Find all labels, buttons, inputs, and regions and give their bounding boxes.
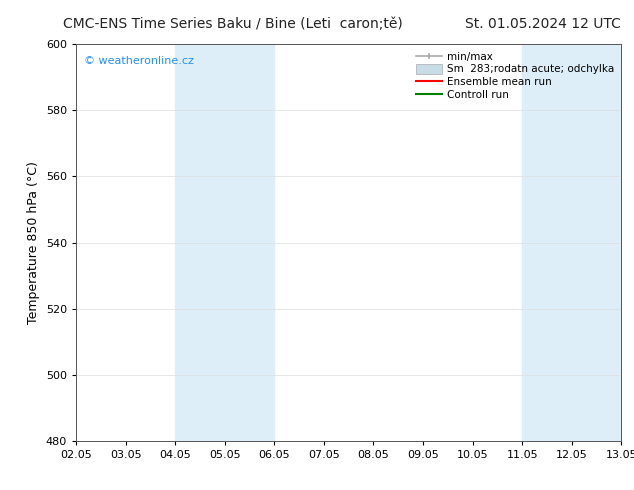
Text: CMC-ENS Time Series Baku / Bine (Leti  caron;tě): CMC-ENS Time Series Baku / Bine (Leti ca… bbox=[63, 17, 403, 31]
Text: St. 01.05.2024 12 UTC: St. 01.05.2024 12 UTC bbox=[465, 17, 621, 31]
Bar bbox=[522, 44, 621, 441]
Bar bbox=[175, 44, 275, 441]
Legend: min/max, Sm  283;rodatn acute; odchylka, Ensemble mean run, Controll run: min/max, Sm 283;rodatn acute; odchylka, … bbox=[413, 49, 616, 102]
Y-axis label: Temperature 850 hPa (°C): Temperature 850 hPa (°C) bbox=[27, 161, 40, 324]
Text: © weatheronline.cz: © weatheronline.cz bbox=[84, 56, 194, 66]
